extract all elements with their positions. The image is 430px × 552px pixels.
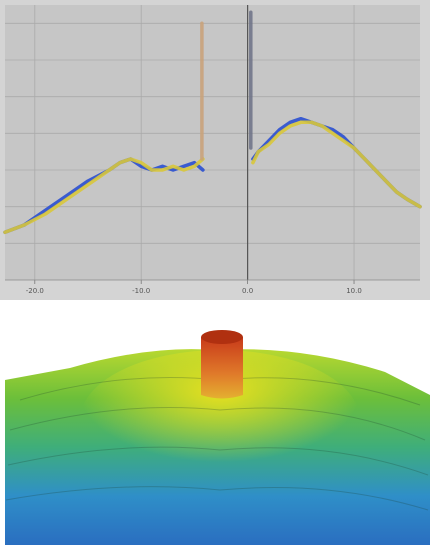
figure: -20.0 -10.0 0.0 10.0 <box>0 0 430 552</box>
x-tick-label: -20.0 <box>26 287 44 295</box>
surface-render <box>0 300 430 552</box>
surface-tower-top <box>201 330 243 344</box>
x-tick-label: 0.0 <box>242 287 253 295</box>
plot-area <box>5 5 420 280</box>
surface-tower <box>201 337 243 399</box>
x-tick-label: -10.0 <box>132 287 150 295</box>
x-tick-label: 10.0 <box>346 287 362 295</box>
